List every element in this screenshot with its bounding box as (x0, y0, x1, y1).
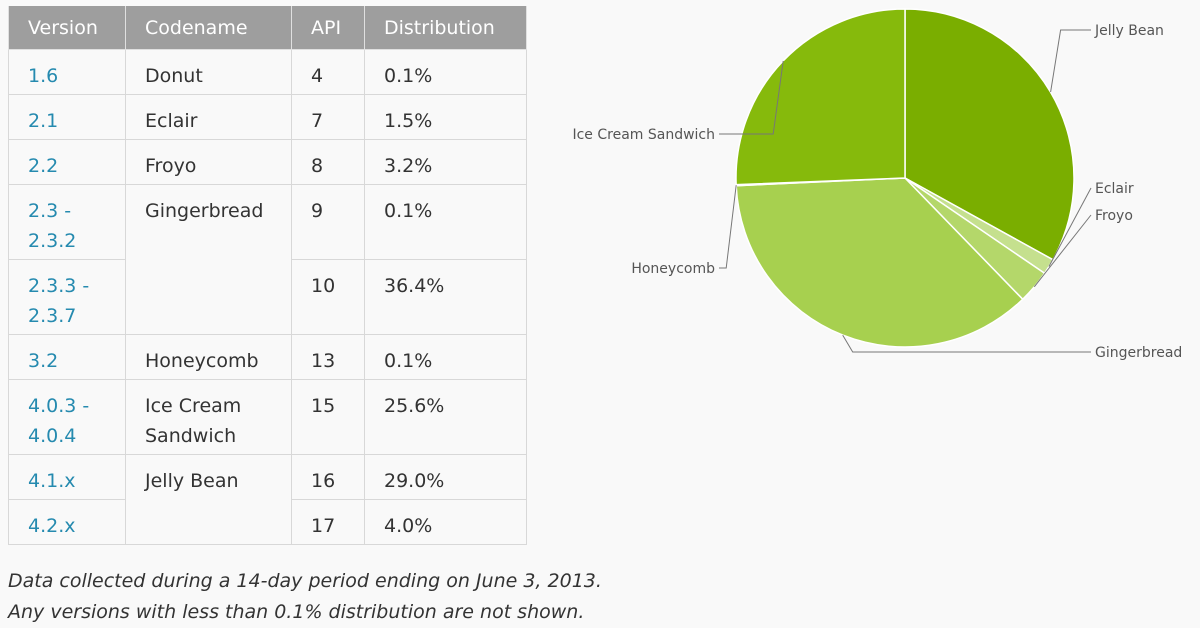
distribution-cell: 25.6% (364, 379, 527, 455)
codename-cell: Honeycomb (125, 334, 292, 380)
pie-chart: Jelly Bean Eclair Froyo Gingerbread Honeycom… (572, 8, 1182, 361)
pie-slice-jelly-bean (904, 8, 1075, 261)
codename-cell: Jelly Bean (125, 454, 292, 545)
header-api: API (291, 6, 365, 50)
codename-cell: Eclair (125, 94, 292, 140)
distribution-cell: 0.1% (364, 334, 527, 380)
api-cell: 7 (291, 94, 365, 140)
slice-label-jelly-bean: Jelly Bean (1094, 23, 1164, 39)
version-cell: 3.2 (8, 334, 126, 380)
distribution-cell: 0.1% (364, 184, 527, 260)
leader-line (1033, 214, 1092, 288)
distribution-cell: 29.0% (364, 454, 527, 500)
api-cell: 4 (291, 49, 365, 95)
distribution-cell: 4.0% (364, 499, 527, 545)
api-cell: 17 (291, 499, 365, 545)
leader-line (719, 185, 737, 269)
codename-cell: Froyo (125, 139, 292, 185)
slice-label-honeycomb: Honeycomb (631, 261, 715, 277)
table-row: 3.2 Honeycomb 13 0.1% (8, 334, 527, 380)
slice-label-eclair: Eclair (1095, 181, 1134, 197)
leader-line (719, 60, 784, 135)
version-cell: 4.0.3 - 4.0.4 (8, 379, 126, 455)
header-codename: Codename (125, 6, 292, 50)
header-distribution: Distribution (364, 6, 527, 50)
table-header-row: Version Codename API Distribution (8, 6, 527, 50)
version-cell: 4.2.x (8, 499, 126, 545)
codename-cell: Donut (125, 49, 292, 95)
api-cell: 13 (291, 334, 365, 380)
api-cell: 9 (291, 184, 365, 260)
slice-label-gingerbread: Gingerbread (1095, 345, 1182, 361)
leader-line (1050, 29, 1091, 93)
pie-slice-ice-cream-sandwich (735, 8, 906, 186)
api-cell: 8 (291, 139, 365, 185)
api-cell: 16 (291, 454, 365, 500)
api-cell: 10 (291, 259, 365, 335)
table-row: 4.1.x Jelly Bean 16 29.0% (8, 454, 527, 545)
version-cell: 4.1.x (8, 454, 126, 500)
table-row: 1.6 Donut 4 0.1% (8, 49, 527, 95)
header-version: Version (8, 6, 126, 50)
distribution-cell: 1.5% (364, 94, 527, 140)
distribution-cell: 36.4% (364, 259, 527, 335)
table-row: 2.3 - 2.3.2 Gingerbread 9 0.1% (8, 184, 527, 335)
version-cell: 1.6 (8, 49, 126, 95)
codename-cell: Ice Cream Sandwich (125, 379, 292, 455)
version-cell: 2.3 - 2.3.2 (8, 184, 126, 260)
footnote-line-2: Any versions with less than 0.1% distrib… (8, 601, 585, 623)
distribution-table: Version Codename API Distribution 1.6 Do… (8, 6, 527, 545)
table-row: 4.2.x 17 4.0% (8, 499, 527, 545)
leader-line (842, 334, 1091, 353)
table-row: 2.3.3 - 2.3.7 10 36.4% (8, 259, 527, 335)
version-cell: 2.1 (8, 94, 126, 140)
table-row: 2.2 Froyo 8 3.2% (8, 139, 527, 185)
leader-line (1048, 187, 1092, 267)
version-cell: 2.2 (8, 139, 126, 185)
version-cell: 2.3.3 - 2.3.7 (8, 259, 126, 335)
footnote-line-1: Data collected during a 14-day period en… (8, 570, 602, 592)
distribution-cell: 3.2% (364, 139, 527, 185)
api-cell: 15 (291, 379, 365, 455)
table-row: 2.1 Eclair 7 1.5% (8, 94, 527, 140)
slice-label-froyo: Froyo (1095, 208, 1133, 224)
slice-label-ice-cream-sandwich: Ice Cream Sandwich (572, 127, 715, 143)
distribution-cell: 0.1% (364, 49, 527, 95)
table-row: 4.0.3 - 4.0.4 Ice Cream Sandwich 15 25.6… (8, 379, 527, 455)
codename-cell: Gingerbread (125, 184, 292, 335)
